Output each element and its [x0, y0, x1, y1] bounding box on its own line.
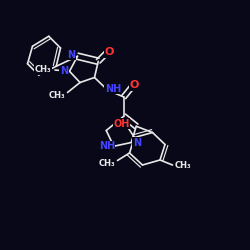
- Text: N: N: [133, 138, 141, 147]
- Text: NH: NH: [105, 84, 121, 94]
- Text: O: O: [104, 47, 114, 57]
- Text: CH₃: CH₃: [48, 90, 65, 100]
- Text: N: N: [60, 66, 68, 76]
- Text: N: N: [67, 50, 75, 60]
- Text: NH: NH: [98, 141, 115, 151]
- Text: CH₃: CH₃: [35, 66, 51, 74]
- Text: CH₃: CH₃: [174, 160, 191, 170]
- Text: OH: OH: [114, 119, 130, 129]
- Text: CH₃: CH₃: [99, 158, 116, 168]
- Text: O: O: [129, 80, 138, 90]
